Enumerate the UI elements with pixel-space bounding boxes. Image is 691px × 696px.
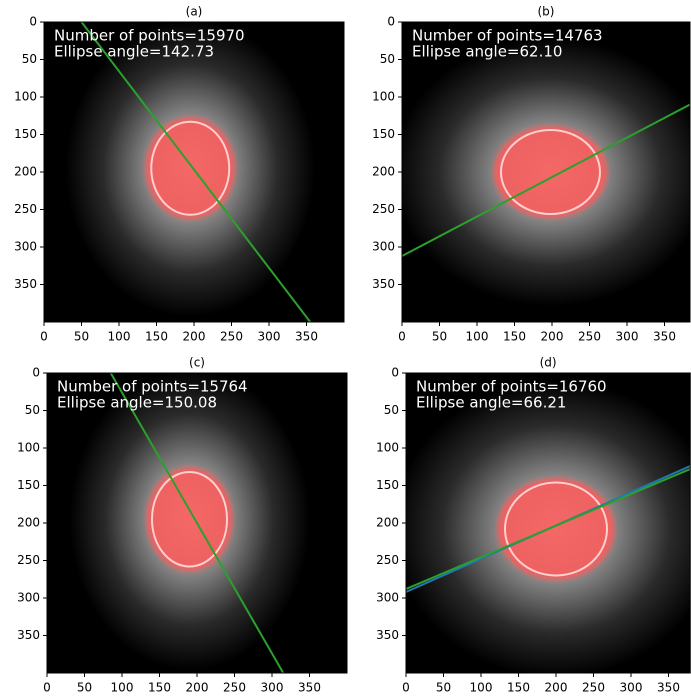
fitted-ellipse <box>151 471 228 568</box>
point-cloud <box>145 117 236 220</box>
x-tick-label: 300 <box>261 681 284 695</box>
x-tick-label: 50 <box>436 681 451 695</box>
plot-area <box>47 373 347 673</box>
x-tick-label: 150 <box>145 330 168 344</box>
x-tick-label: 0 <box>43 681 51 695</box>
x-tick-label: 250 <box>582 681 605 695</box>
x-tick-label: 250 <box>223 681 246 695</box>
annotation: Ellipse angle=66.21 <box>416 394 566 412</box>
annotation: Ellipse angle=62.10 <box>412 43 562 61</box>
y-tick-label: 200 <box>17 516 40 530</box>
x-tick-label: 0 <box>398 330 406 344</box>
fit-line <box>402 103 690 257</box>
x-tick-label: 100 <box>466 330 489 344</box>
x-tick-label: 100 <box>108 330 131 344</box>
y-tick-label: 50 <box>380 52 395 66</box>
y-tick-label: 350 <box>17 628 40 642</box>
annotation: Number of points=14763 <box>412 27 603 45</box>
y-tick-label: 50 <box>384 403 399 417</box>
x-tick-label: 100 <box>470 681 493 695</box>
y-tick-label: 150 <box>17 478 40 492</box>
y-tick-label: 150 <box>14 127 37 141</box>
plot-area <box>402 22 690 322</box>
fit-line <box>80 22 312 322</box>
point-cloud <box>493 125 608 219</box>
y-tick-label: 200 <box>372 165 395 179</box>
y-tick-label: 250 <box>376 553 399 567</box>
plot-area <box>44 22 344 322</box>
y-tick-label: 250 <box>14 202 37 216</box>
x-tick-label: 350 <box>653 330 676 344</box>
fitted-ellipse <box>150 120 231 216</box>
x-tick-label: 50 <box>77 681 92 695</box>
panel-title: (b) <box>538 5 555 19</box>
x-tick-label: 350 <box>298 681 321 695</box>
x-tick-label: 200 <box>183 330 206 344</box>
panel-title: (a) <box>186 5 203 19</box>
panel-title: (d) <box>540 356 557 370</box>
x-tick-label: 150 <box>148 681 171 695</box>
x-tick-label: 50 <box>432 330 447 344</box>
y-tick-label: 250 <box>17 553 40 567</box>
y-tick-label: 100 <box>17 441 40 455</box>
x-tick-label: 150 <box>503 330 526 344</box>
y-tick-label: 150 <box>372 127 395 141</box>
y-tick-label: 250 <box>372 202 395 216</box>
panel-title: (c) <box>189 356 205 370</box>
x-tick-label: 0 <box>40 330 48 344</box>
y-tick-label: 50 <box>22 52 37 66</box>
y-tick-label: 300 <box>372 240 395 254</box>
fit-line <box>406 468 691 590</box>
y-tick-label: 0 <box>29 15 37 29</box>
y-tick-label: 0 <box>391 366 399 380</box>
x-tick-label: 200 <box>186 681 209 695</box>
x-tick-label: 200 <box>545 681 568 695</box>
y-tick-label: 350 <box>376 628 399 642</box>
annotation: Number of points=15764 <box>57 378 248 396</box>
x-tick-label: 0 <box>402 681 410 695</box>
fit-line <box>109 373 285 673</box>
x-tick-label: 50 <box>74 330 89 344</box>
y-tick-label: 200 <box>14 165 37 179</box>
y-tick-label: 150 <box>376 478 399 492</box>
y-tick-label: 300 <box>17 591 40 605</box>
y-tick-label: 0 <box>32 366 40 380</box>
x-tick-label: 350 <box>657 681 680 695</box>
x-tick-label: 100 <box>111 681 134 695</box>
x-tick-label: 300 <box>620 681 643 695</box>
x-tick-label: 150 <box>507 681 530 695</box>
annotation: Number of points=16760 <box>416 378 607 396</box>
x-tick-label: 200 <box>541 330 564 344</box>
plot-area <box>406 373 691 673</box>
annotation: Ellipse angle=142.73 <box>54 43 214 61</box>
annotation: Ellipse angle=150.08 <box>57 394 217 412</box>
x-tick-label: 350 <box>295 330 318 344</box>
y-tick-label: 350 <box>14 277 37 291</box>
point-cloud <box>497 477 615 581</box>
y-tick-label: 100 <box>372 90 395 104</box>
y-tick-label: 350 <box>372 277 395 291</box>
y-tick-label: 100 <box>376 441 399 455</box>
y-tick-label: 100 <box>14 90 37 104</box>
annotation: Number of points=15970 <box>54 27 245 45</box>
fitted-ellipse <box>504 481 608 577</box>
x-tick-label: 300 <box>258 330 281 344</box>
fitted-ellipse <box>500 129 601 215</box>
point-cloud <box>146 467 233 572</box>
y-tick-label: 200 <box>376 516 399 530</box>
y-tick-label: 300 <box>376 591 399 605</box>
y-tick-label: 50 <box>25 403 40 417</box>
x-tick-label: 250 <box>220 330 243 344</box>
y-tick-label: 0 <box>387 15 395 29</box>
y-tick-label: 300 <box>14 240 37 254</box>
x-tick-label: 300 <box>616 330 639 344</box>
x-tick-label: 250 <box>578 330 601 344</box>
